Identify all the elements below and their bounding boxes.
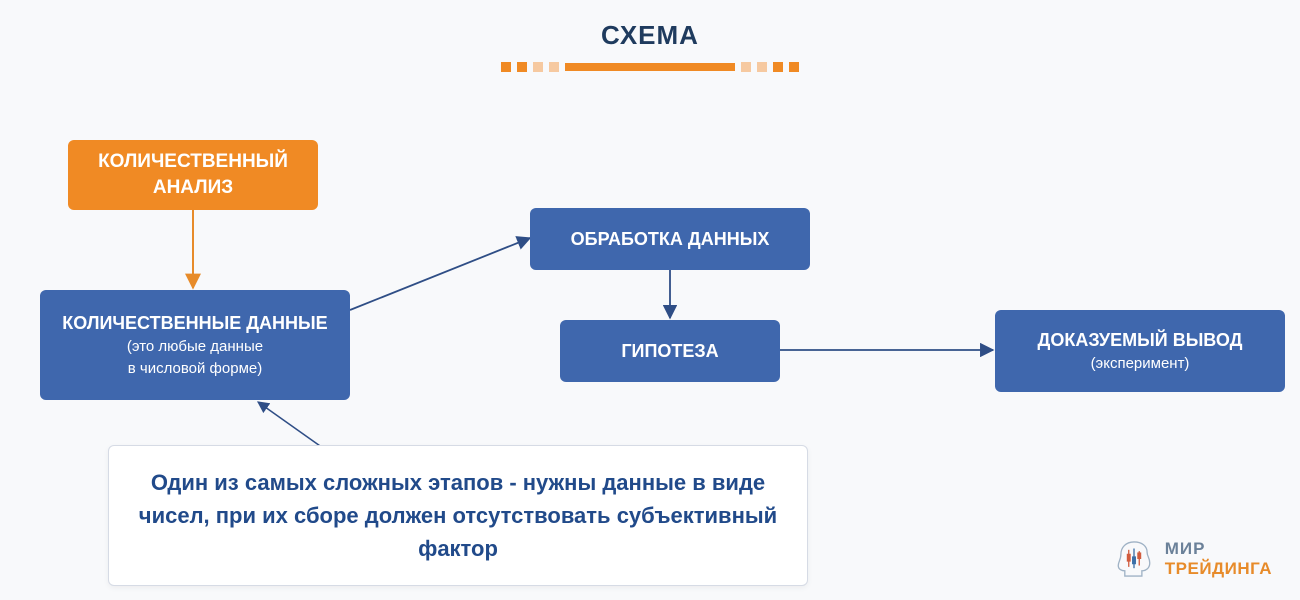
logo-line1: МИР xyxy=(1165,539,1272,559)
edge xyxy=(350,238,530,310)
annotation-callout: Один из самых сложных этапов - нужны дан… xyxy=(108,445,808,586)
decor-sq xyxy=(517,62,527,72)
decor-sq xyxy=(789,62,799,72)
brain-candles-icon xyxy=(1113,538,1155,580)
decor-sq xyxy=(741,62,751,72)
decor-sq xyxy=(773,62,783,72)
node-sublabel: в числовой форме) xyxy=(128,359,262,379)
logo-line2: ТРЕЙДИНГА xyxy=(1165,559,1272,579)
node-label: ОБРАБОТКА ДАННЫХ xyxy=(571,227,770,251)
node-sublabel: (это любые данные xyxy=(127,337,263,357)
logo-text: МИР ТРЕЙДИНГА xyxy=(1165,539,1272,578)
decor-sq xyxy=(549,62,559,72)
logo: МИР ТРЕЙДИНГА xyxy=(1113,538,1272,580)
node-hypothesis: ГИПОТЕЗА xyxy=(560,320,780,382)
node-label: КОЛИЧЕСТВЕННЫЕ ДАННЫЕ xyxy=(62,311,327,335)
decor-sq xyxy=(533,62,543,72)
node-quant-data: КОЛИЧЕСТВЕННЫЕ ДАННЫЕ (это любые данные … xyxy=(40,290,350,400)
node-label: ГИПОТЕЗА xyxy=(621,339,718,363)
title-decor xyxy=(501,62,799,72)
diagram-title: СХЕМА xyxy=(601,20,699,51)
decor-bar xyxy=(565,63,735,71)
node-label: ДОКАЗУЕМЫЙ ВЫВОД xyxy=(1038,328,1243,352)
node-conclusion: ДОКАЗУЕМЫЙ ВЫВОД (эксперимент) xyxy=(995,310,1285,392)
node-sublabel: (эксперимент) xyxy=(1091,354,1190,374)
decor-sq xyxy=(757,62,767,72)
node-quant-analysis: КОЛИЧЕСТВЕННЫЙАНАЛИЗ xyxy=(68,140,318,210)
node-label: КОЛИЧЕСТВЕННЫЙАНАЛИЗ xyxy=(98,149,288,200)
decor-sq xyxy=(501,62,511,72)
node-processing: ОБРАБОТКА ДАННЫХ xyxy=(530,208,810,270)
